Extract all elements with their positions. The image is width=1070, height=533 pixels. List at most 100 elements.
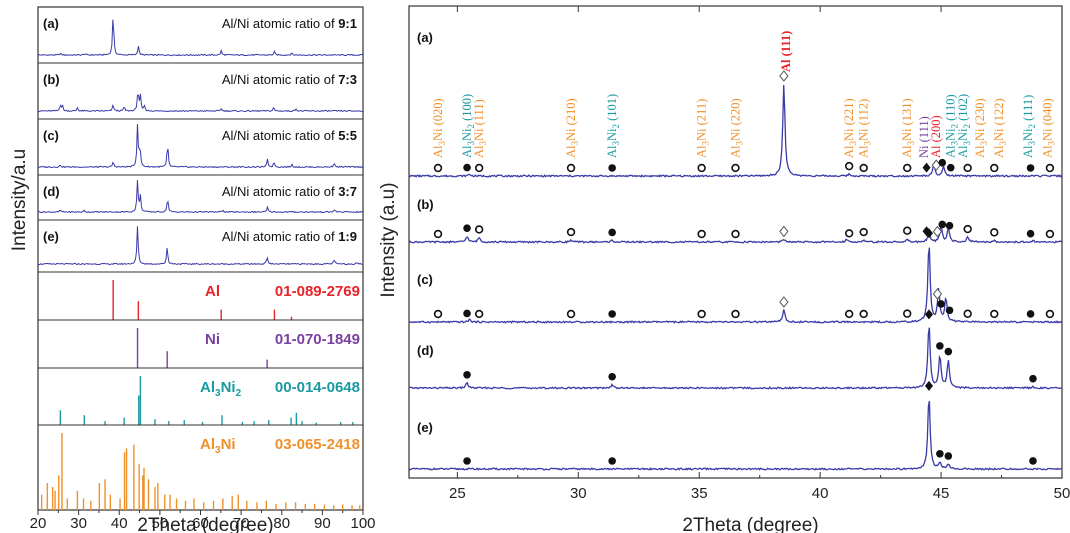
marker-ni	[924, 380, 933, 391]
annotation-main: Al	[900, 145, 914, 158]
marker-al3ni2	[945, 221, 954, 230]
peak-annotation: Al3Ni2 (101)	[605, 94, 621, 158]
ref-name-tail: Ni	[221, 379, 236, 396]
left-series-label: (a)	[43, 16, 59, 31]
reference-name: Al3Ni2	[200, 379, 242, 399]
left-series-ratio: Al/Ni atomic ratio of 1:9	[222, 229, 357, 244]
annotation-main: Al	[695, 145, 709, 158]
reference-name: Ni	[205, 331, 220, 348]
left-series-label: (d)	[43, 184, 60, 199]
annotation-sub: 3	[570, 141, 580, 146]
annotation-sub2: 2	[950, 124, 960, 129]
reference-card: 03-065-2418	[275, 436, 360, 453]
marker-al3ni	[963, 309, 972, 318]
marker-al3ni2	[938, 158, 947, 167]
reference-card: 01-089-2769	[275, 283, 360, 300]
marker-al	[779, 296, 789, 308]
right-x-tick-label: 45	[933, 485, 950, 502]
marker-al3ni	[697, 309, 706, 319]
right-series-0: (a)	[408, 30, 1063, 178]
left-series-3: (d) Al/Ni atomic ratio of 3:7	[37, 174, 364, 214]
marker-al3ni2	[1029, 374, 1037, 383]
marker-al3ni	[859, 309, 868, 319]
right-series-3: (d)	[408, 309, 1063, 390]
annotation-sub2: 2	[466, 124, 476, 129]
marker-al	[779, 225, 789, 238]
marker-al3ni	[697, 229, 706, 239]
left-x-tick-label: 70	[233, 515, 250, 532]
annotation-tail: Ni (131)	[900, 98, 914, 141]
peak-annotation: Al3Ni (210)	[564, 98, 580, 158]
marker-al3ni	[731, 163, 740, 173]
marker-al3ni	[1045, 229, 1055, 239]
marker-al3ni	[844, 309, 854, 319]
peak-annotation: Al3Ni (211)	[695, 99, 711, 158]
peak-annotation: Al3Ni (221)	[842, 98, 858, 158]
marker-al3ni	[990, 163, 999, 173]
annotation-main: Al	[842, 145, 856, 158]
marker-al3ni	[859, 227, 868, 237]
annotation-tail: Ni (040)	[1040, 98, 1054, 141]
right-series-line	[408, 401, 1063, 471]
marker-al3ni2	[608, 457, 616, 465]
right-x-tick-label: 50	[1054, 485, 1070, 502]
right-x-tick-label: 40	[812, 485, 829, 502]
ratio-value: 3:7	[338, 184, 357, 199]
ref-name-tail: Ni	[221, 436, 236, 453]
ref-name-sub2: 2	[236, 388, 242, 399]
left-reference-3: Al3Ni 03-065-2418	[38, 424, 363, 510]
left-x-tick-label: 40	[111, 515, 128, 532]
marker-al3ni	[903, 163, 912, 173]
annotation-tail: Ni (211)	[695, 99, 709, 141]
left-x-tick-label: 80	[273, 515, 290, 532]
annotation-sub: 3	[998, 141, 1008, 146]
annotation-main: Al	[472, 145, 486, 158]
annotation-tail2: (102)	[956, 94, 970, 124]
annotation-tail: Ni	[956, 128, 970, 141]
annotation-tail: Ni	[944, 128, 958, 141]
marker-al3ni2	[463, 457, 471, 465]
marker-al	[779, 70, 789, 82]
ratio-prefix: Al/Ni atomic ratio of	[222, 184, 338, 199]
annotation-tail: Ni (122)	[992, 98, 1006, 141]
annotation-sub: 3	[962, 141, 972, 146]
left-reference-2: Al3Ni2 00-014-0648	[38, 367, 363, 425]
marker-al3ni2	[1026, 310, 1035, 318]
marker-ni	[924, 309, 933, 320]
annotation-main: Al	[564, 145, 578, 158]
right-series-label: (a)	[417, 30, 433, 45]
annotation-tail: Ni (210)	[564, 98, 578, 141]
right-series-label: (d)	[417, 343, 434, 358]
left-series-ratio: Al/Ni atomic ratio of 3:7	[222, 184, 357, 199]
marker-al3ni	[731, 229, 740, 239]
left-x-axis-title: 2Theta (degree)	[137, 515, 273, 533]
marker-al3ni2	[938, 220, 947, 229]
annotation-sub: 3	[478, 141, 488, 146]
reference-name: Al	[205, 283, 220, 300]
left-reference-0: Al 01-089-2769	[38, 271, 363, 320]
marker-al3ni	[963, 224, 972, 234]
peak-annotation: Al3Ni (040)	[1040, 98, 1056, 158]
right-series-label: (b)	[417, 197, 434, 212]
marker-ni	[924, 228, 933, 239]
annotation-main: Al	[460, 145, 474, 158]
left-series-line	[37, 123, 364, 169]
annotation-tail: Ni	[1021, 128, 1035, 141]
left-series-label: (c)	[43, 128, 59, 143]
marker-al3ni2	[1029, 457, 1037, 465]
marker-al3ni	[433, 309, 443, 319]
annotation-main: Al	[1021, 145, 1035, 158]
marker-al3ni2	[936, 449, 944, 458]
ratio-value: 7:3	[338, 72, 357, 87]
annotation-main: Ni (111)	[917, 116, 931, 158]
annotation-main: Al	[992, 145, 1006, 158]
right-series-4: (e)	[408, 380, 1063, 471]
right-series-line	[408, 247, 1063, 324]
annotation-main: Al	[431, 145, 445, 158]
marker-al3ni	[474, 225, 484, 234]
peak-annotation: Al3Ni (220)	[729, 98, 745, 158]
annotation-tail: Ni	[605, 128, 619, 141]
marker-al3ni	[697, 163, 706, 173]
left-series-line	[37, 19, 364, 57]
marker-al3ni	[903, 309, 912, 318]
